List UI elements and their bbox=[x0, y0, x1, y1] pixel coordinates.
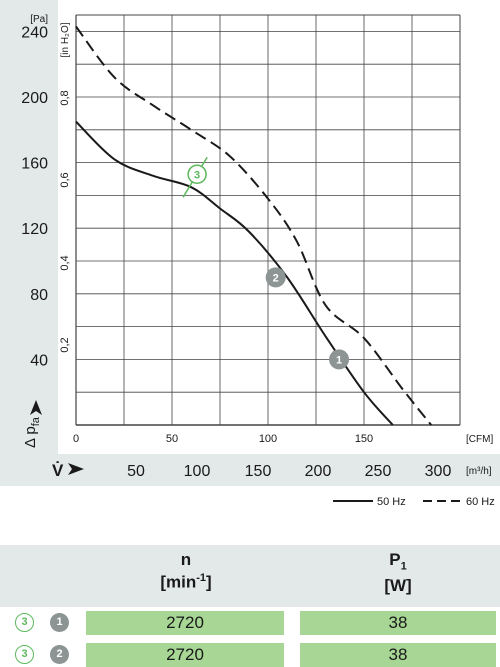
inner-y-tick-label: 0,6 bbox=[59, 172, 71, 187]
table-row: 3 1 2720 38 bbox=[0, 611, 500, 635]
y-axis-unit: [Pa] bbox=[30, 14, 48, 25]
x-axis-unit-cfm: [CFM] bbox=[466, 434, 493, 445]
power-unit: [W] bbox=[384, 576, 412, 596]
series-layer bbox=[75, 25, 432, 426]
grid bbox=[75, 14, 461, 426]
speed-unit: [min-1] bbox=[160, 572, 212, 592]
inner-y-axis-unit: [in H₂O] bbox=[60, 22, 71, 57]
series-line-60-hz bbox=[75, 25, 432, 426]
marker-3 bbox=[187, 164, 207, 185]
y-tick-label: 80 bbox=[30, 287, 48, 304]
table-header bbox=[0, 545, 500, 607]
x-tick-label-m3h: 300 bbox=[425, 463, 452, 480]
badge-max-point: 3 bbox=[15, 613, 34, 632]
legend-label-60hz: 60 Hz bbox=[466, 496, 495, 508]
legend-label-50hz: 50 Hz bbox=[377, 496, 406, 508]
marker-label: 3 bbox=[194, 169, 200, 181]
y-axis-arrow-icon bbox=[30, 400, 42, 415]
marker-label: 1 bbox=[336, 354, 342, 366]
y-axis-label-subscript: fa bbox=[30, 416, 42, 426]
column-header-speed: n [min-1] bbox=[88, 550, 284, 592]
table-row: 3 2 2720 38 bbox=[0, 643, 500, 667]
markers-layer: 1 2 3 bbox=[182, 156, 350, 370]
x-axis-arrow-icon bbox=[68, 463, 84, 475]
legend: 50 Hz 60 Hz bbox=[333, 496, 495, 508]
x-tick-label-cfm: 0 bbox=[73, 433, 79, 445]
y-tick-label: 240 bbox=[21, 24, 48, 41]
column-header-power: P1 [W] bbox=[300, 550, 496, 595]
series-line-50-hz bbox=[75, 120, 394, 426]
y-tick-label: 160 bbox=[21, 156, 48, 173]
y-axis-label: Δ pfa bbox=[22, 416, 42, 448]
cell-power: 38 bbox=[300, 643, 496, 667]
marker-1 bbox=[329, 349, 350, 370]
x-axis-panel bbox=[0, 454, 500, 486]
x-tick-label-cfm: 100 bbox=[259, 433, 277, 445]
badge-operating-point: 1 bbox=[50, 613, 69, 632]
x-axis-label-m3h: V̇ bbox=[52, 461, 64, 480]
x-tick-label-m3h: 100 bbox=[184, 463, 211, 480]
y-tick-label: 40 bbox=[30, 352, 48, 369]
marker-2 bbox=[265, 267, 286, 288]
badge-max-point: 3 bbox=[15, 645, 34, 664]
inner-y-tick-label: 0,4 bbox=[59, 255, 71, 270]
inner-y-tick-label: 0,8 bbox=[59, 90, 71, 105]
x-tick-label-m3h: 150 bbox=[245, 463, 272, 480]
x-tick-label-cfm: 50 bbox=[166, 433, 178, 445]
badge-operating-point: 2 bbox=[50, 645, 69, 664]
x-tick-label-m3h: 200 bbox=[305, 463, 332, 480]
y-tick-label: 120 bbox=[21, 221, 48, 238]
speed-symbol: n bbox=[180, 550, 192, 569]
power-symbol: P1 bbox=[389, 550, 407, 573]
x-tick-label-m3h: 250 bbox=[365, 463, 392, 480]
x-tick-label-m3h: 50 bbox=[127, 463, 145, 480]
marker-label: 2 bbox=[273, 272, 279, 284]
y-tick-label: 200 bbox=[21, 90, 48, 107]
inner-y-tick-label: 0,2 bbox=[59, 337, 71, 352]
y-axis-panel bbox=[0, 0, 58, 454]
x-axis-unit-m3h: [m³/h] bbox=[466, 466, 492, 477]
cell-power: 38 bbox=[300, 611, 496, 635]
cell-speed: 2720 bbox=[86, 643, 284, 667]
cell-speed: 2720 bbox=[86, 611, 284, 635]
x-tick-label-cfm: 150 bbox=[355, 433, 373, 445]
